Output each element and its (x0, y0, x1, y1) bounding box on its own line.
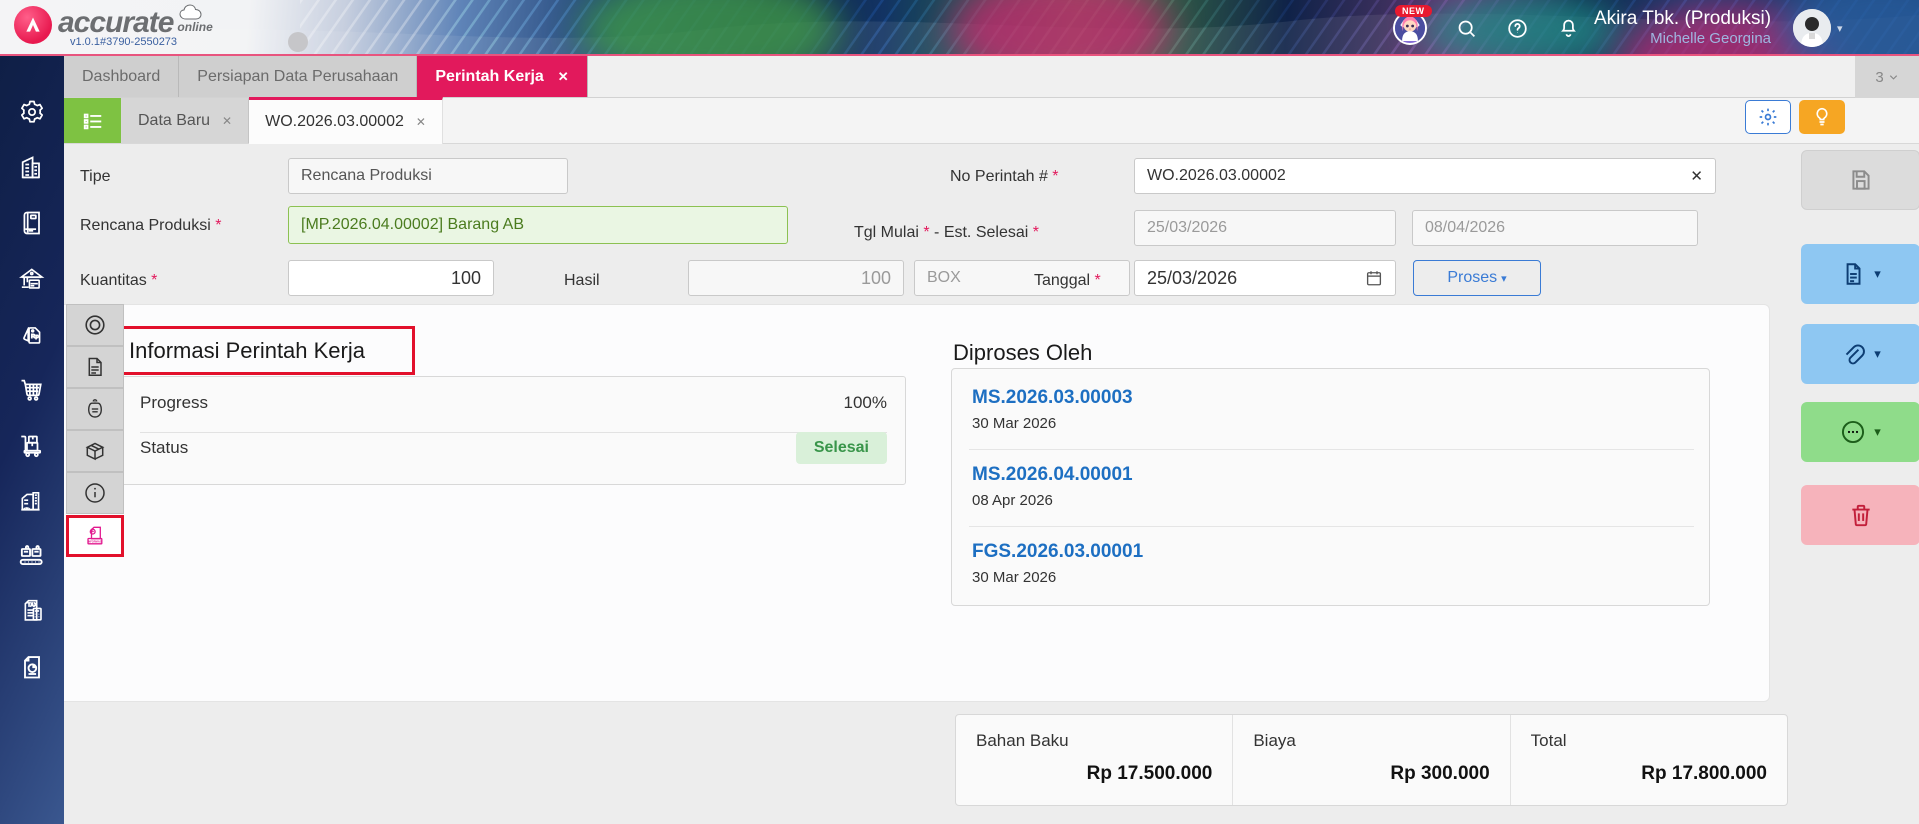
svg-text:Rp: Rp (31, 334, 39, 340)
svg-text:INFORMASI: INFORMASI (88, 539, 103, 543)
